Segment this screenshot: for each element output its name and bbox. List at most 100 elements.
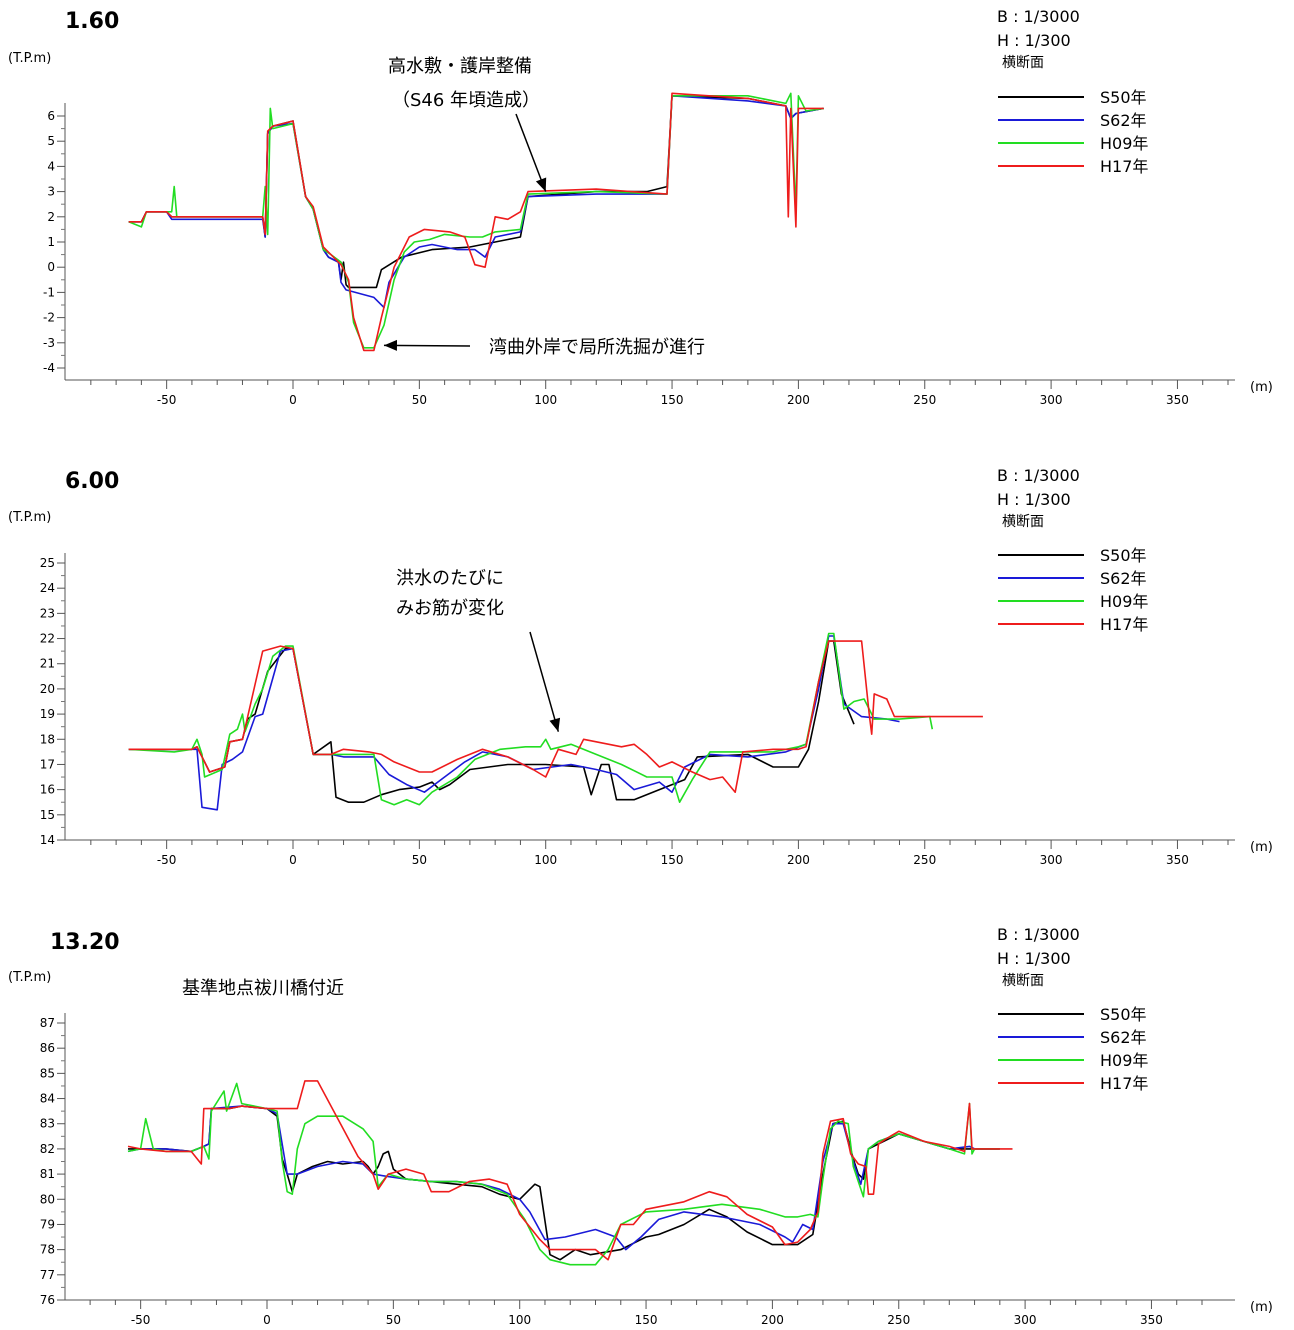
x-tick-label: 300 bbox=[1014, 1313, 1037, 1326]
x-tick-label: 350 bbox=[1166, 393, 1189, 407]
legend-entry: H09年 bbox=[1100, 592, 1148, 611]
annotation-arrow bbox=[529, 631, 560, 732]
annotation-text: 洪水のたびに bbox=[396, 568, 504, 589]
x-tick-label: 200 bbox=[761, 1313, 784, 1326]
legend-entry: S50年 bbox=[1100, 1005, 1147, 1024]
y-tick-label: 22 bbox=[40, 632, 55, 646]
x-tick-label: 150 bbox=[635, 1313, 658, 1326]
legend-entry: H09年 bbox=[1100, 134, 1148, 153]
scale-b-label: B : 1/3000 bbox=[997, 466, 1080, 485]
y-axis-label: (T.P.m) bbox=[8, 970, 51, 985]
y-tick-label: 14 bbox=[40, 833, 55, 847]
x-tick-label: 100 bbox=[534, 393, 557, 407]
chart-subtitle: 基準地点祓川橋付近 bbox=[182, 978, 344, 999]
series-line-S50年 bbox=[128, 640, 855, 803]
y-tick-label: 19 bbox=[40, 707, 55, 721]
x-tick-label: 250 bbox=[913, 393, 936, 407]
x-tick-label: 300 bbox=[1040, 853, 1063, 867]
y-tick-label: 25 bbox=[40, 556, 55, 570]
y-tick-label: 0 bbox=[47, 260, 55, 274]
annotation-arrowhead bbox=[535, 177, 547, 192]
annotation-arrow bbox=[515, 113, 547, 192]
x-axis-label: (m) bbox=[1250, 380, 1273, 395]
x-tick-label: 100 bbox=[534, 853, 557, 867]
series-line-S62年 bbox=[128, 95, 824, 309]
series-line-S50年 bbox=[128, 95, 824, 289]
annotation-text: 高水敷・護岸整備 bbox=[388, 56, 532, 77]
legend-entry: S62年 bbox=[1100, 569, 1147, 588]
legend-header: 横断面 bbox=[1002, 514, 1044, 530]
y-tick-label: 83 bbox=[40, 1117, 55, 1131]
scale-h-label: H : 1/300 bbox=[997, 949, 1071, 968]
y-axis-label: (T.P.m) bbox=[8, 510, 51, 525]
legend-entry: H17年 bbox=[1100, 1074, 1148, 1093]
y-tick-label: 21 bbox=[40, 657, 55, 671]
y-tick-label: 78 bbox=[40, 1243, 55, 1257]
series-line-S62年 bbox=[127, 1105, 1000, 1251]
y-tick-label: 6 bbox=[47, 109, 55, 123]
legend-entry: S62年 bbox=[1100, 1028, 1147, 1047]
series-line-H17年 bbox=[128, 92, 824, 352]
y-tick-label: 15 bbox=[40, 808, 55, 822]
legend-entry: H17年 bbox=[1100, 615, 1148, 634]
y-tick-label: 76 bbox=[40, 1293, 55, 1307]
chart-title: 6.00 bbox=[65, 469, 119, 494]
y-tick-label: 17 bbox=[40, 757, 55, 771]
annotation-text: みお筋が変化 bbox=[396, 598, 504, 619]
y-tick-label: -3 bbox=[43, 336, 55, 350]
chart-panel-3: 13.20 (T.P.m) 基準地点祓川橋付近 76 77 78 79 80 81 82 83 84 8… bbox=[8, 925, 1273, 1327]
y-tick-label: 16 bbox=[40, 783, 55, 797]
y-tick-label: 3 bbox=[47, 185, 55, 199]
scale-h-label: H : 1/300 bbox=[997, 490, 1071, 509]
x-tick-label: 200 bbox=[787, 853, 810, 867]
y-tick-label: -2 bbox=[43, 311, 55, 325]
y-tick-label: 77 bbox=[40, 1268, 55, 1282]
y-tick-label: 86 bbox=[40, 1041, 55, 1055]
chart-panel-1: 1.60 (T.P.m) -4 -3 -2 -1 0 1 2 3 4 5 6 -50 0 50 100 150 20… bbox=[8, 7, 1273, 407]
y-tick-label: 84 bbox=[40, 1092, 55, 1106]
y-tick-label: 79 bbox=[40, 1217, 55, 1231]
scale-h-label: H : 1/300 bbox=[997, 31, 1071, 50]
y-tick-label: 5 bbox=[47, 134, 55, 148]
x-tick-label: 50 bbox=[412, 393, 427, 407]
x-tick-label: 250 bbox=[913, 853, 936, 867]
chart-title: 1.60 bbox=[65, 9, 119, 34]
legend-entry: H17年 bbox=[1100, 157, 1148, 176]
scale-b-label: B : 1/3000 bbox=[997, 925, 1080, 944]
y-tick-label: -4 bbox=[43, 361, 55, 375]
x-tick-label: 150 bbox=[661, 393, 684, 407]
legend-entry: S50年 bbox=[1100, 88, 1147, 107]
x-tick-label: 0 bbox=[263, 1313, 271, 1326]
chart-title: 13.20 bbox=[50, 930, 120, 955]
x-axis-label: (m) bbox=[1250, 840, 1273, 855]
x-tick-label: 150 bbox=[661, 853, 684, 867]
annotation-arrowhead bbox=[549, 717, 561, 732]
y-axis-label: (T.P.m) bbox=[8, 51, 51, 66]
annotation-arrowhead bbox=[383, 339, 398, 351]
legend-entry: S62年 bbox=[1100, 111, 1147, 130]
x-tick-label: -50 bbox=[131, 1313, 151, 1326]
legend-entry: H09年 bbox=[1100, 1051, 1148, 1070]
series-line-H09年 bbox=[128, 92, 824, 349]
y-tick-label: 1 bbox=[47, 235, 55, 249]
x-tick-label: 200 bbox=[787, 393, 810, 407]
y-tick-label: 20 bbox=[40, 682, 55, 696]
x-tick-label: 0 bbox=[289, 853, 297, 867]
y-tick-label: 24 bbox=[40, 581, 55, 595]
x-tick-label: 300 bbox=[1040, 393, 1063, 407]
y-tick-label: 82 bbox=[40, 1142, 55, 1156]
x-tick-label: -50 bbox=[157, 853, 177, 867]
y-tick-label: 81 bbox=[40, 1167, 55, 1181]
y-tick-label: 18 bbox=[40, 732, 55, 746]
y-tick-label: 4 bbox=[47, 159, 55, 173]
series-line-H17年 bbox=[128, 640, 983, 793]
annotation-text: 湾曲外岸で局所洗掘が進行 bbox=[489, 337, 705, 358]
annotation-text: （S46 年頃造成） bbox=[392, 90, 540, 111]
x-tick-label: -50 bbox=[157, 393, 177, 407]
x-tick-label: 50 bbox=[412, 853, 427, 867]
y-tick-label: 2 bbox=[47, 210, 55, 224]
series-line-H17年 bbox=[127, 1080, 1013, 1261]
legend-header: 横断面 bbox=[1002, 973, 1044, 989]
